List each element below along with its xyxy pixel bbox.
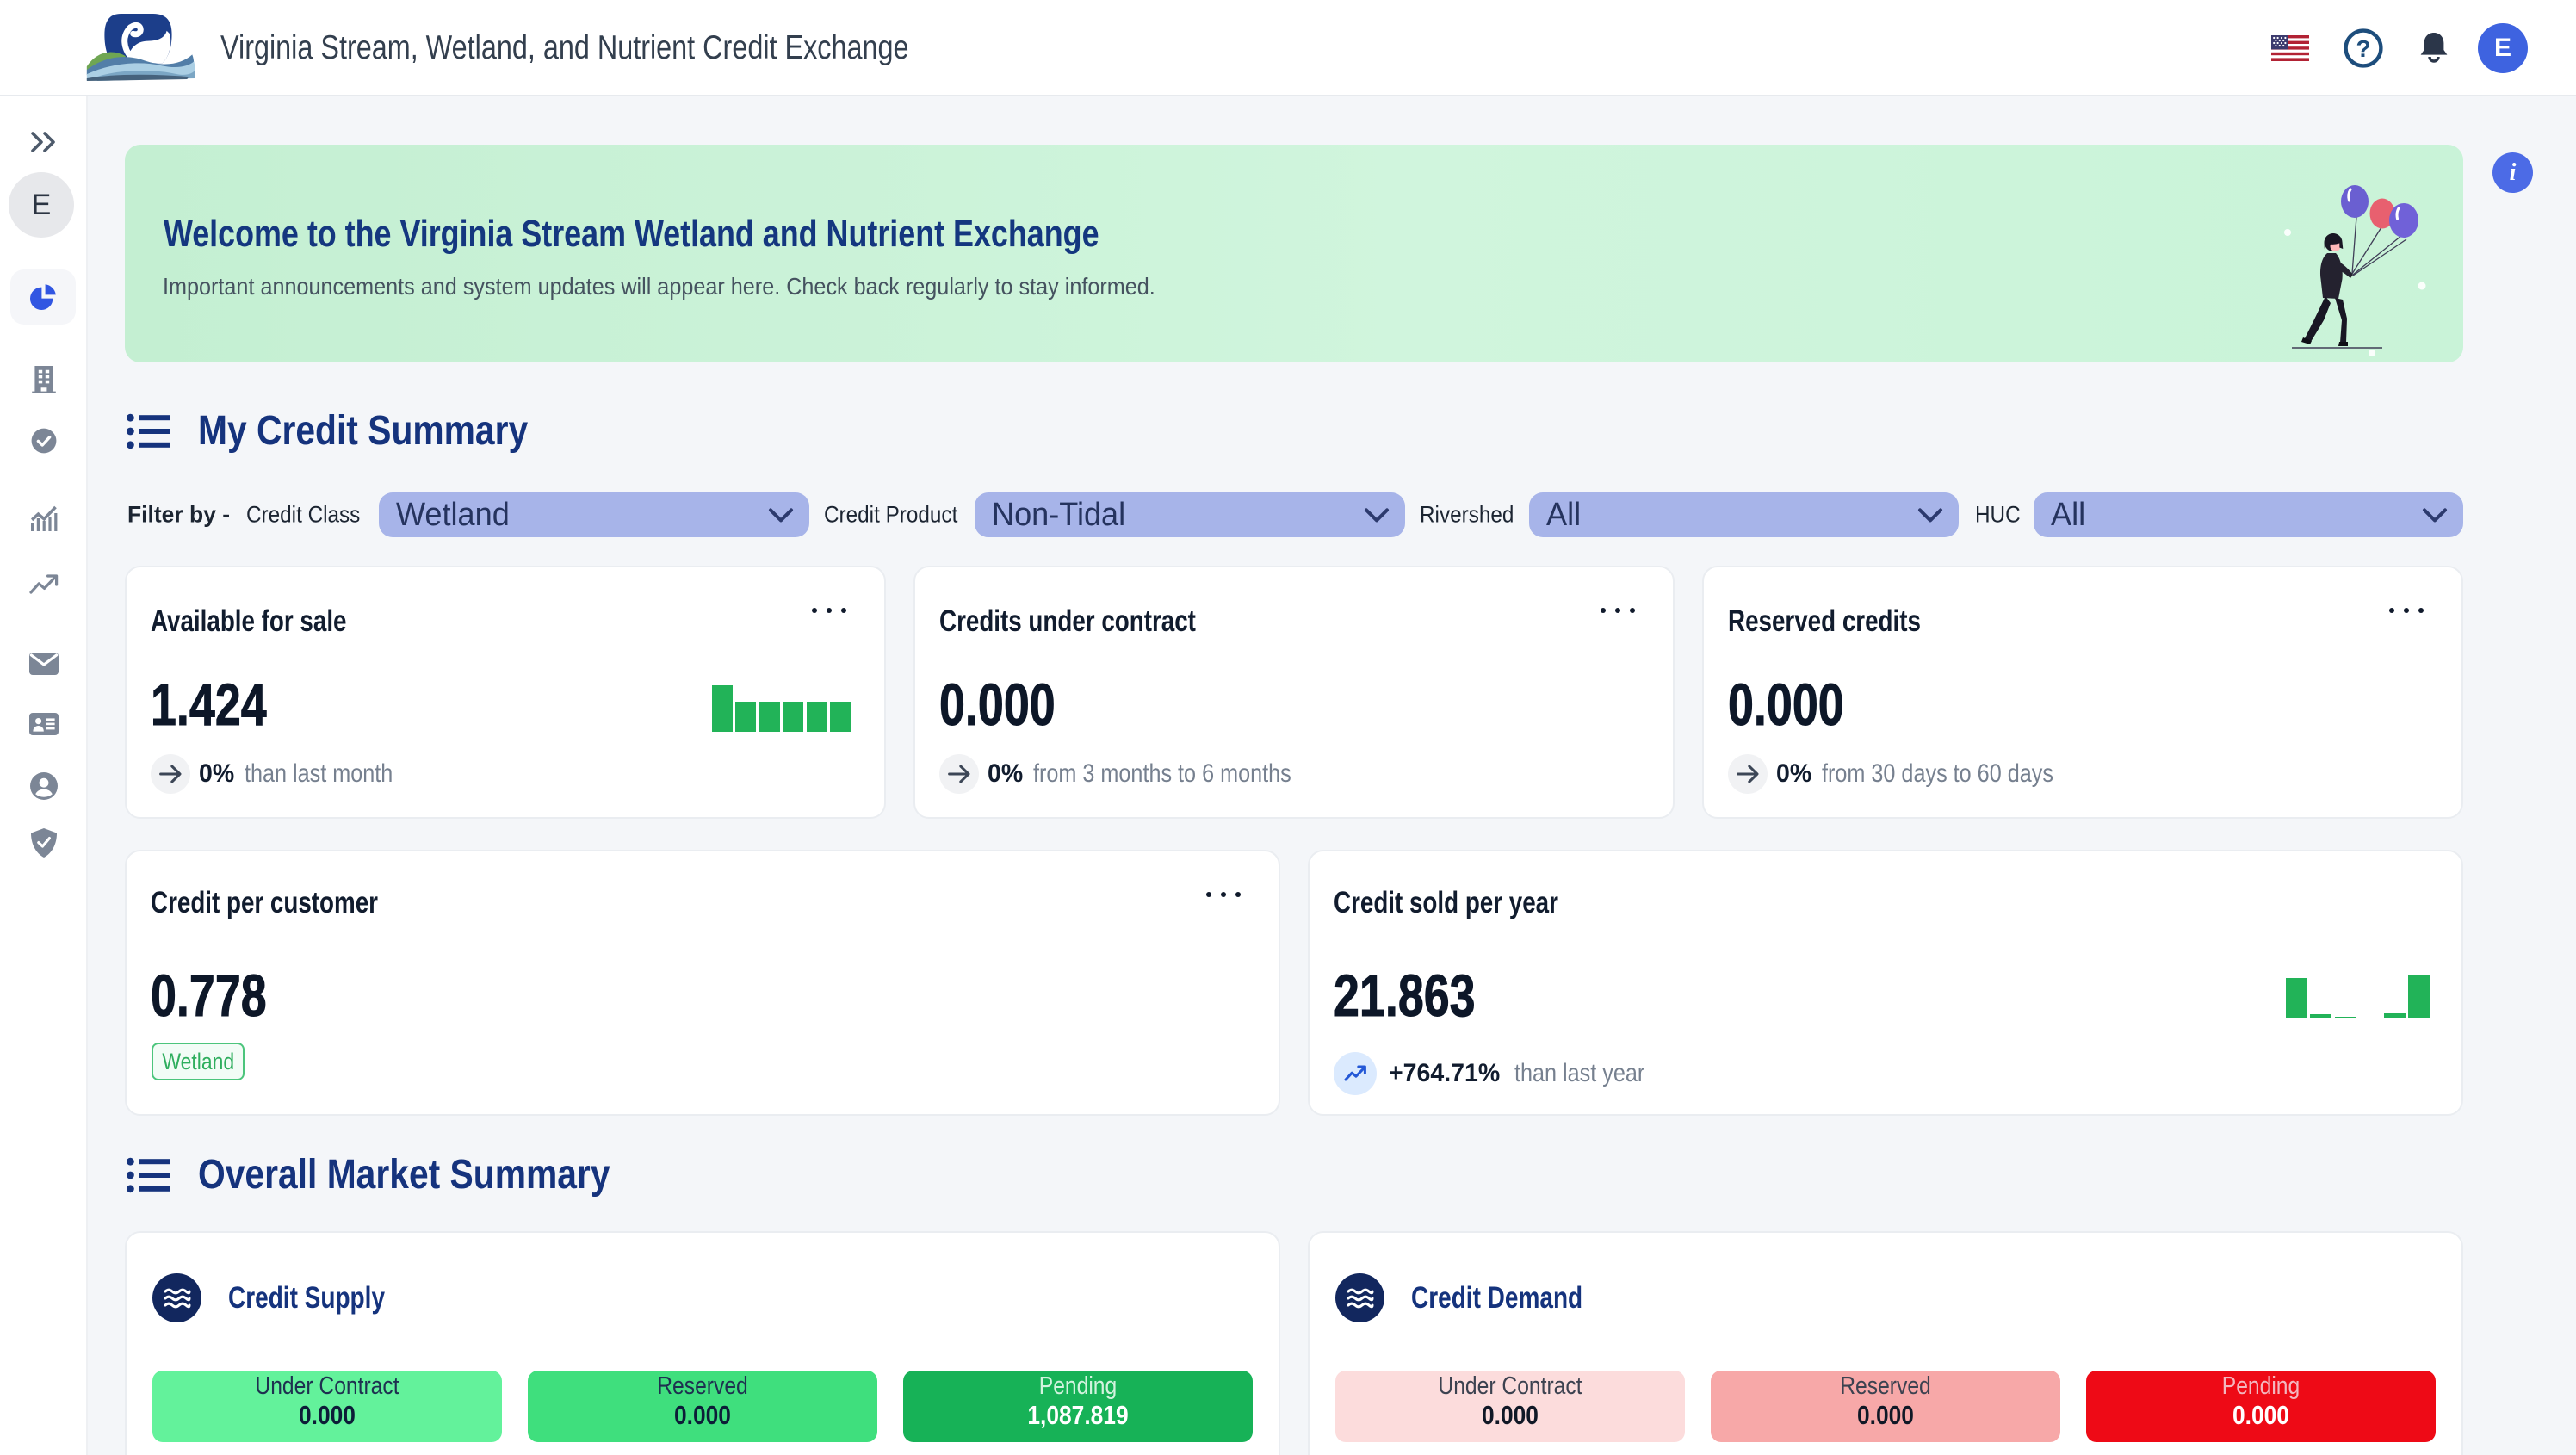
svg-text:?: ?	[2356, 35, 2370, 62]
